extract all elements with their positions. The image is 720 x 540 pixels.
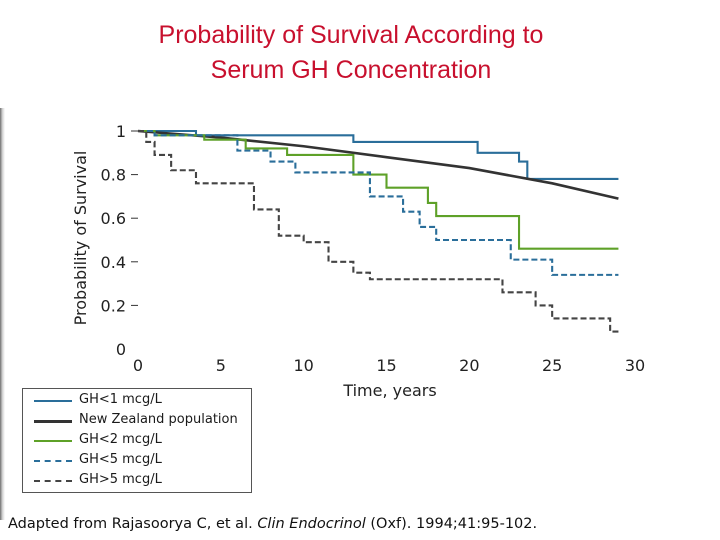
x-tick-label: 10 [293,356,313,375]
x-tick-label: 0 [133,356,143,375]
series-line-gh-5-mcg-l [138,129,619,276]
legend-swatch [34,400,72,402]
legend-item: GH<1 mcg/L [23,390,251,410]
citation-suffix: (Oxf). 1994;41:95-102. [365,516,538,532]
x-tick-label: 5 [216,356,226,375]
x-axis-title: Time, years [342,381,436,400]
legend-swatch [34,460,72,462]
y-tick-label: 0.2 [101,296,126,315]
slide-title-line-1: Probability of Survival According to [158,21,544,49]
legend-swatch [34,420,72,423]
slide-title-line-2: Serum GH Concentration [210,56,492,84]
legend-item: GH<5 mcg/L [23,450,251,470]
y-tick-label: 0.8 [101,166,126,185]
y-tick-label: 1 [116,122,126,141]
citation-footnote: Adapted from Rajasoorya C, et al. Clin E… [8,516,537,532]
legend-item: GH>5 mcg/L [23,470,251,490]
left-edge-divider [0,108,5,520]
series-line-new-zealand-population [137,129,619,200]
y-axis-title: Probability of Survival [71,151,90,326]
legend-label: New Zealand population [79,412,238,427]
y-tick-label: 0.6 [101,209,126,228]
y-tick-label: 0.4 [101,253,126,272]
chart-legend: GH<1 mcg/L New Zealand population GH<2 mcg… [22,388,252,493]
series-line-gh-5-mcg-l [138,129,619,333]
legend-label: GH<1 mcg/L [79,392,162,407]
citation-journal: Clin Endocrinol [257,516,366,532]
legend-swatch [34,440,72,442]
citation-prefix: Adapted from Rajasoorya C, et al. [8,516,258,532]
x-tick-label: 20 [459,356,479,375]
legend-label: GH<5 mcg/L [79,452,162,467]
x-tick-label: 15 [376,356,396,375]
x-tick-label: 30 [625,356,645,375]
legend-swatch [34,480,72,482]
series-line-gh-2-mcg-l [138,129,619,250]
legend-item: GH<2 mcg/L [23,430,251,450]
x-tick-label: 25 [542,356,562,375]
legend-label: GH<2 mcg/L [79,432,162,447]
y-tick-label: 0 [116,340,126,359]
legend-label: GH>5 mcg/L [79,472,162,487]
slide-title: Probability of Survival According to Ser… [0,18,702,88]
legend-item: New Zealand population [23,410,251,430]
